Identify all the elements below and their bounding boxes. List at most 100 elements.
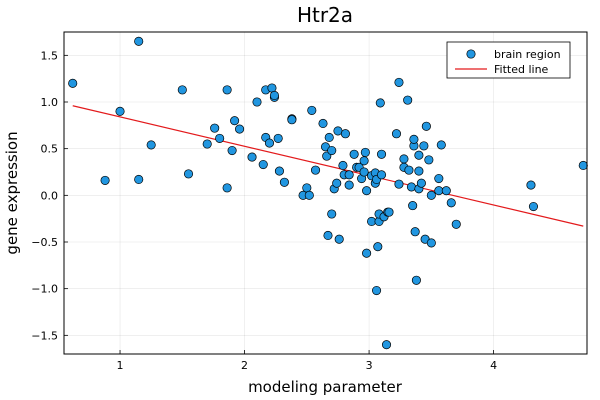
legend-label-brain-region: brain region	[494, 48, 561, 61]
data-point	[318, 118, 328, 129]
legend-marker-brain-region	[466, 49, 476, 59]
data-point	[332, 178, 342, 188]
data-point	[235, 124, 245, 134]
data-point	[304, 190, 314, 200]
legend: brain region Fitted line	[446, 41, 571, 79]
data-point	[134, 174, 144, 185]
data-point	[394, 77, 404, 87]
data-point	[279, 177, 289, 187]
data-point	[434, 173, 444, 184]
data-point	[68, 78, 78, 88]
data-point	[264, 138, 275, 148]
data-point	[362, 248, 372, 258]
y-tick-label: 0.0	[41, 189, 59, 202]
data-point	[446, 198, 456, 208]
data-point	[359, 167, 369, 177]
data-point	[258, 159, 268, 170]
data-point	[359, 156, 369, 166]
data-point	[340, 129, 350, 139]
plot-frame	[63, 31, 588, 355]
data-point	[274, 166, 284, 176]
data-point	[307, 105, 317, 115]
data-point	[578, 160, 588, 171]
data-point	[426, 238, 436, 248]
data-point	[384, 207, 394, 217]
data-point	[399, 154, 409, 164]
y-axis-label: gene expression	[3, 131, 21, 254]
scatter-points-layer	[68, 36, 588, 350]
data-point	[327, 209, 337, 219]
data-point	[177, 85, 187, 95]
chart-title: Htr2a	[297, 3, 353, 27]
data-point	[115, 106, 125, 116]
data-point	[403, 95, 413, 105]
y-tick-label: −0.5	[31, 236, 58, 249]
fitted-line	[72, 105, 584, 227]
data-point	[410, 227, 420, 237]
data-point	[227, 145, 237, 156]
data-point	[324, 132, 334, 143]
legend-label-fitted-line: Fitted line	[494, 63, 549, 76]
x-tick-label: 1	[117, 359, 124, 372]
data-point	[323, 230, 333, 241]
y-tick-label: 1.0	[41, 96, 59, 109]
data-point	[441, 186, 451, 196]
data-point	[230, 116, 240, 126]
tick-labels-layer: 1 2 3 4 −1.5 −1.0 −0.5 0.0 0.5 1.0 1.5	[31, 49, 497, 372]
data-point	[409, 134, 419, 144]
y-tick-label: −1.0	[31, 283, 58, 296]
data-point	[247, 152, 257, 162]
fitted-line-layer	[72, 105, 584, 227]
data-point	[408, 201, 418, 211]
data-point	[372, 285, 382, 296]
x-tick-label: 3	[366, 359, 373, 372]
data-point	[344, 170, 354, 180]
data-point	[373, 242, 383, 252]
data-point	[414, 150, 424, 160]
data-point	[528, 201, 539, 212]
x-axis-label: modeling parameter	[248, 378, 403, 396]
data-point	[424, 155, 434, 165]
data-point	[360, 147, 370, 157]
data-point	[526, 180, 536, 190]
data-point	[273, 133, 283, 143]
data-point	[411, 275, 421, 285]
data-point	[310, 165, 321, 175]
y-tick-label: 1.5	[41, 49, 59, 62]
y-tick-label: 0.5	[41, 143, 59, 156]
data-point	[146, 140, 156, 150]
data-point	[419, 141, 429, 151]
data-point	[134, 36, 144, 46]
data-point	[362, 186, 372, 196]
data-point	[391, 129, 402, 139]
data-point	[327, 145, 337, 156]
data-point	[426, 190, 436, 200]
data-point	[202, 139, 212, 149]
data-point	[421, 121, 431, 131]
data-point	[375, 98, 385, 108]
x-tick-label: 2	[241, 359, 248, 372]
legend-box	[446, 41, 571, 79]
data-point	[287, 115, 297, 125]
data-point	[183, 169, 194, 179]
data-point	[100, 175, 110, 185]
data-point	[215, 133, 225, 143]
data-point	[376, 170, 387, 180]
data-point	[210, 123, 220, 133]
data-point	[376, 149, 387, 159]
data-point	[394, 179, 404, 189]
data-point	[269, 90, 279, 101]
data-point	[349, 149, 359, 159]
y-tick-label: −1.5	[31, 329, 58, 342]
data-point	[406, 182, 416, 192]
data-point	[344, 180, 354, 190]
data-point	[252, 97, 262, 107]
data-point	[222, 183, 232, 193]
data-point	[334, 234, 344, 244]
data-point	[381, 340, 392, 350]
data-point	[404, 165, 414, 175]
data-point	[451, 219, 461, 229]
grid-layer	[64, 32, 587, 354]
data-point	[416, 178, 426, 188]
